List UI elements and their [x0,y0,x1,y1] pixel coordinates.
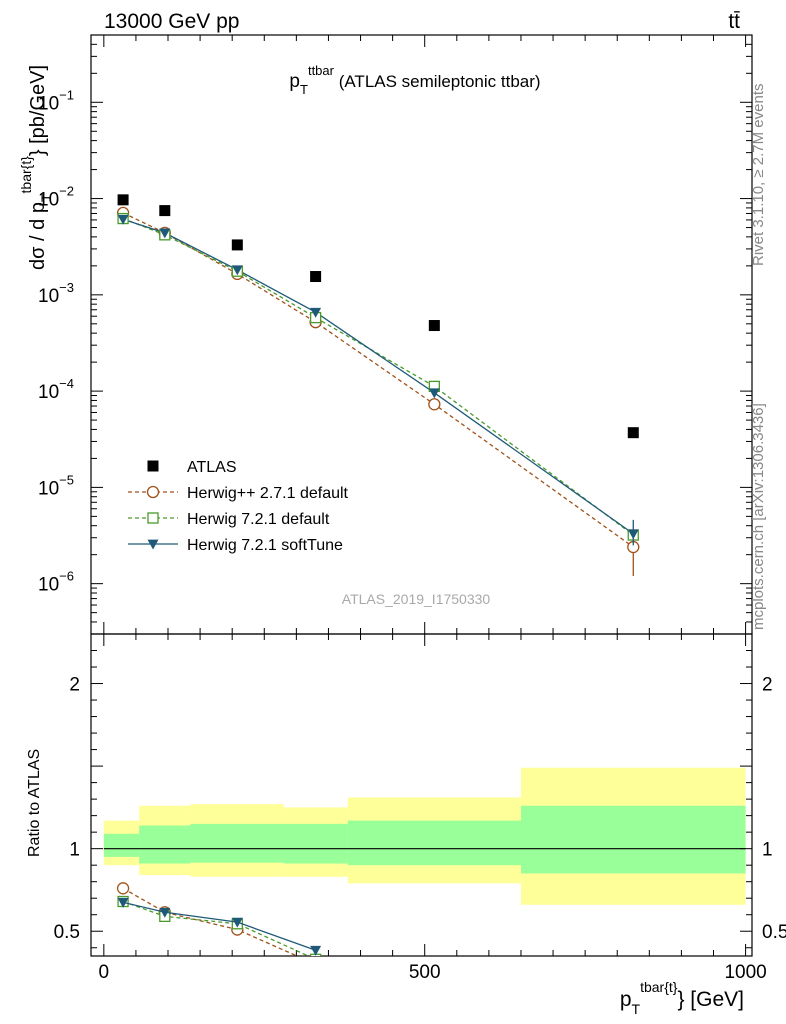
mcplots-label: mcplots.cern.ch [arXiv:1306.3436] [750,403,767,630]
ratio-point [310,945,322,956]
header-right: tt̄ [728,10,740,33]
ratio-point [159,907,171,918]
data-point [627,529,639,540]
x-tick-label: 1000 [724,962,766,983]
ratio-series-line [122,900,310,956]
ratio-point [117,897,129,908]
ratio-y-tick-label: 1 [69,840,80,861]
ratio-y-tick-label-right: 2 [762,675,773,696]
data-point [428,388,440,399]
data-point [428,320,440,332]
uncertainty-band-green [190,823,284,863]
ratio-y-tick-label-right: 1 [762,840,773,861]
uncertainty-band-green [347,820,521,866]
data-point [231,239,243,251]
legend: ATLAS Herwig++ 2.7.1 default Herwig 7.2.1 … [128,459,349,554]
y-tick-label: 10−3 [38,280,74,307]
x-axis-label: pTtbar{t}} [GeV] [620,979,744,1017]
header-left: 13000 GeV pp [104,10,239,33]
legend-marker [147,512,159,524]
ratio-bands [103,767,746,905]
legend-label: Herwig++ 2.7.1 default [187,485,349,502]
ratio-point [309,953,322,956]
legend-marker [147,460,159,472]
series-line [122,217,634,536]
x-tick-label: 0 [99,962,110,983]
series-line [122,218,634,535]
main-plot-marks [116,194,640,577]
series-line [122,212,634,548]
y-tick-label: 10−2 [38,184,74,211]
uncertainty-band-green [283,823,348,864]
uncertainty-band-green [520,805,746,874]
ratio-y-tick-label: 2 [69,675,80,696]
legend-marker [146,485,160,499]
data-point [159,228,171,239]
uncertainty-band-green [139,825,191,864]
main-y-label: dσ / d pTtbar{t}} [pb/GeV] [18,65,54,270]
data-point [159,205,171,217]
legend-label: Herwig 7.2.1 default [187,511,330,528]
y-tick-label: 10−6 [38,569,74,596]
ratio-frame [90,633,753,957]
ratio-y-tick-label-right: 0.5 [762,922,786,943]
data-point [310,271,322,283]
ratio-series-line [122,901,316,951]
plot-title: pTttbar (ATLAS semileptonic ttbar) [289,63,540,97]
data-point [428,398,441,411]
ratio-plot-marks [116,882,322,970]
ratio-y-label: Ratio to ATLAS [26,749,43,857]
ratio-point [231,917,243,928]
y-tick-label: 10−4 [38,376,74,403]
main-axis-ticks: 10−1 10−2 10−3 10−4 10−5 10−6 [38,34,752,635]
y-tick-label: 10−5 [38,472,74,499]
data-point [117,194,129,206]
uncertainty-band-green [103,833,140,857]
legend-label: Herwig 7.2.1 softTune [187,537,343,554]
x-tick-label: 500 [409,962,441,983]
data-point [231,265,243,276]
ratio-point [116,882,130,895]
ratio-point [310,959,321,970]
y-tick-label: 10−1 [38,87,74,114]
data-point [117,214,129,225]
legend-label: ATLAS [187,459,237,476]
data-point [310,307,322,318]
watermark: ATLAS_2019_I1750330 [342,591,491,607]
data-point [627,427,639,439]
rivet-label: Rivet 3.1.10, ≥ 2.7M events [750,84,767,267]
ratio-series-line [122,887,299,956]
legend-marker [147,539,159,550]
ratio-axis-ticks: 0 500 1000 0.5 0.5 1 1 2 2 [54,634,786,983]
ratio-y-tick-label: 0.5 [54,922,80,943]
